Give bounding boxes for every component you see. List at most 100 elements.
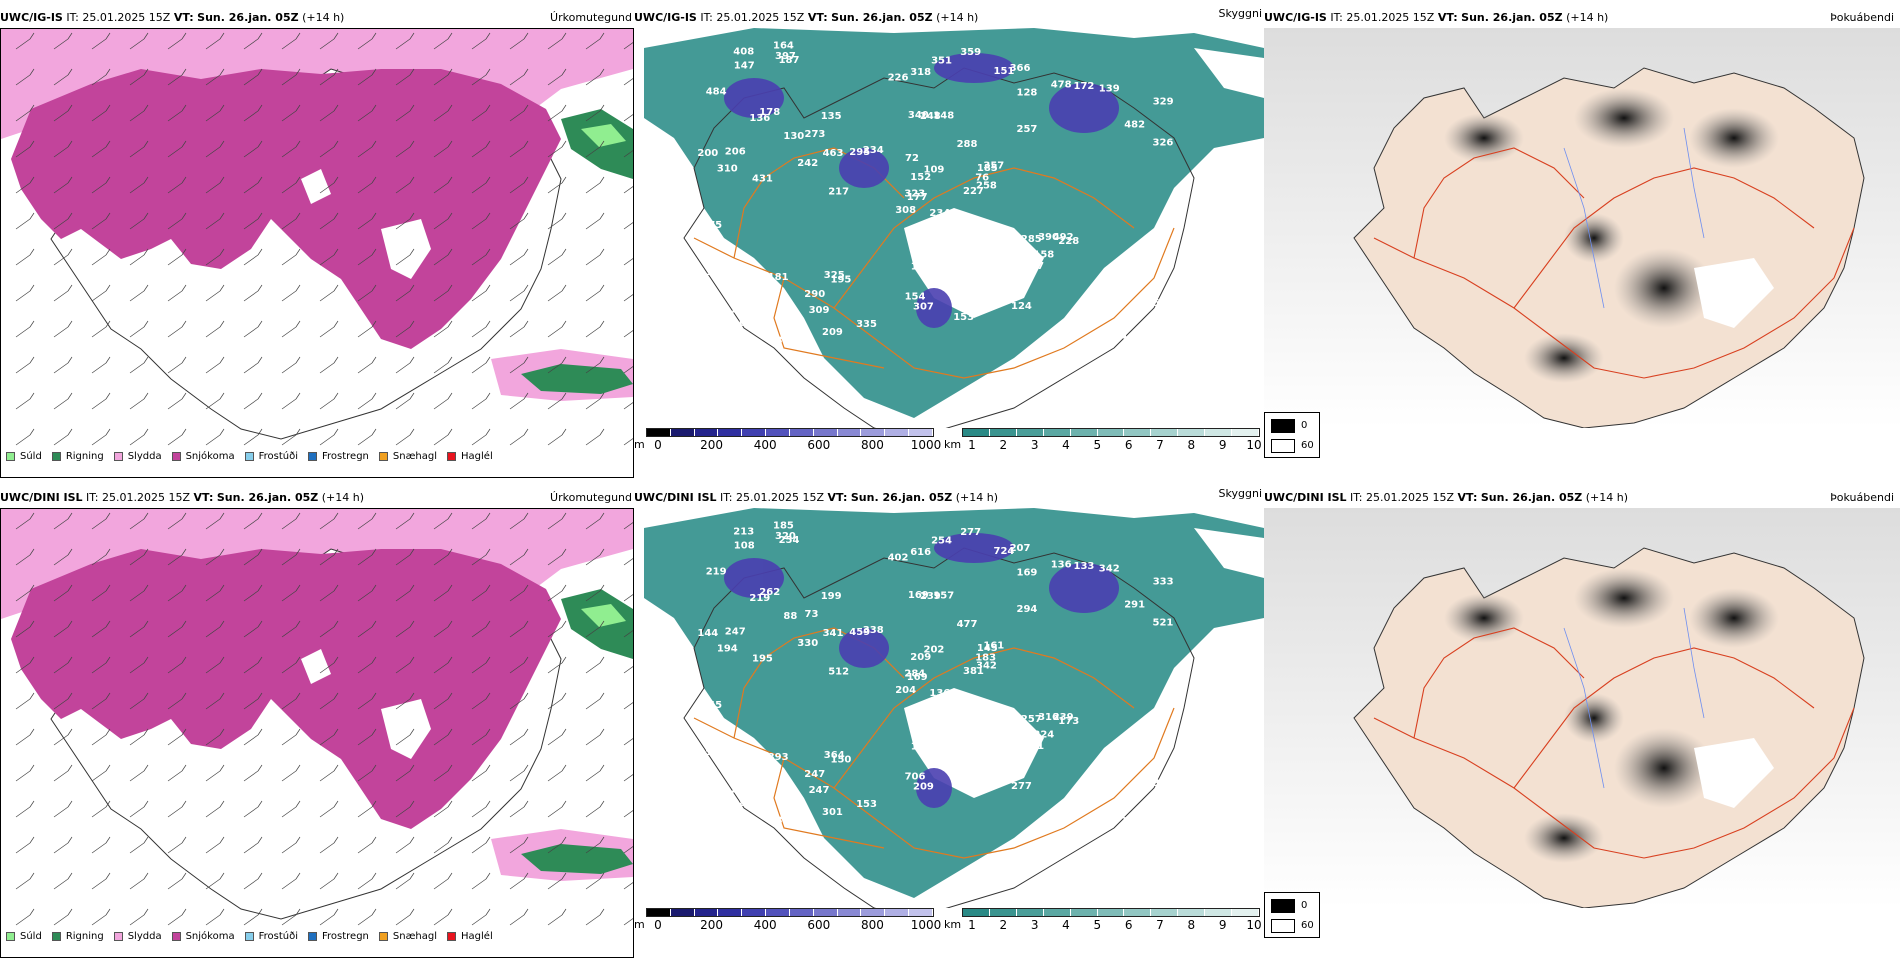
wind-barb	[281, 284, 301, 302]
visibility-value-label: 309	[809, 305, 830, 316]
wind-barb	[585, 548, 605, 566]
wind-barb	[205, 284, 225, 302]
wind-barb	[205, 512, 225, 530]
wind-barb	[357, 692, 377, 710]
visibility-value-label: 139	[1099, 84, 1120, 95]
fog-map[interactable]	[1264, 28, 1900, 428]
wind-barb	[281, 728, 301, 746]
precip-legend: Súld Rigning Slydda Snjókoma Frostúði Frostre…	[6, 928, 503, 944]
wind-barb	[281, 32, 301, 50]
wind-barb	[205, 764, 225, 782]
visibility-value-label: 342	[976, 661, 997, 672]
precip-legend-item: Snæhagl	[378, 931, 437, 942]
wind-barb	[471, 356, 491, 374]
wind-barb	[433, 392, 453, 410]
wind-barb	[129, 428, 149, 446]
wind-barb	[129, 32, 149, 50]
wind-barb	[281, 356, 301, 374]
glacier-clear	[1694, 738, 1774, 808]
visibility-value-label: 281	[732, 798, 753, 809]
precip-panel-title: UWC/DINI ISL IT: 25.01.2025 15Z VT: Sun.…	[0, 490, 364, 506]
visibility-value-label: 364	[824, 750, 845, 761]
visibility-value-label: 228	[1058, 236, 1079, 247]
visibility-tick-label: 5	[1093, 438, 1102, 452]
wind-barb	[281, 392, 301, 410]
vt-value: Sun. 26.jan. 05Z	[850, 491, 953, 504]
elevation-colorbar: m 0 200 400 600 800 1000	[634, 428, 941, 462]
wind-barb	[395, 764, 415, 782]
precip-legend-item: Frostúði	[244, 931, 298, 942]
wind-barb	[319, 284, 339, 302]
wind-barb	[15, 392, 35, 410]
visibility-value-label: 326	[1153, 138, 1174, 149]
fog-panel: UWC/IG-IS IT: 25.01.2025 15Z VT: Sun. 26…	[1264, 10, 1900, 478]
wind-barb	[471, 428, 491, 446]
visibility-value-label: 521	[1153, 618, 1174, 629]
visibility-tick-label: 9	[1218, 918, 1227, 932]
precip-legend-label: Haglél	[461, 930, 493, 942]
wind-barb	[509, 320, 529, 338]
visibility-map[interactable]: 234 136 177 239 185 195 366 148 128 227 187 265 431 3…	[634, 28, 1264, 428]
wind-barb	[585, 104, 605, 122]
wind-barb	[547, 140, 567, 158]
precip-map[interactable]	[0, 508, 634, 958]
wind-barb	[129, 548, 149, 566]
elevation-tick-label: 400	[753, 918, 777, 932]
visibility-value-label: 316	[776, 816, 797, 827]
wind-barb	[547, 356, 567, 374]
precip-legend-label: Snjókoma	[185, 930, 235, 942]
visibility-tick-label: 4	[1062, 918, 1070, 932]
elevation-colorbar-segment	[766, 429, 790, 436]
visibility-value-label: 76	[975, 172, 989, 183]
fog-map[interactable]	[1264, 508, 1900, 908]
visibility-value-label: 133	[1139, 778, 1160, 789]
wind-barb	[243, 356, 263, 374]
wind-barb	[585, 872, 605, 890]
visibility-value-label: 239	[1053, 712, 1074, 723]
precip-map[interactable]	[0, 28, 634, 478]
visibility-value-label: 335	[856, 319, 877, 330]
wind-barb	[91, 908, 111, 926]
wind-barb	[509, 764, 529, 782]
elevation-colorbar-segment	[909, 429, 933, 436]
visibility-value-label: 164	[773, 40, 794, 51]
wind-barb	[319, 176, 339, 194]
visibility-map[interactable]: 136 219 169 216 145 150 207 157 169 381 254 224 195 3…	[634, 508, 1264, 908]
fog-legend-swatch-high	[1271, 919, 1295, 933]
visibility-colorbar-segment	[1097, 429, 1125, 436]
wind-barb	[91, 284, 111, 302]
visibility-value-label: 194	[717, 644, 738, 655]
snow-gap	[301, 169, 331, 204]
wind-barb	[471, 908, 491, 926]
wind-barb	[15, 428, 35, 446]
visibility-value-label: 150	[831, 754, 852, 765]
fog-panel-title: UWC/IG-IS IT: 25.01.2025 15Z VT: Sun. 26…	[1264, 10, 1608, 26]
wind-barb	[129, 656, 149, 674]
visibility-value-label: 198	[1106, 331, 1127, 342]
wind-barb	[281, 584, 301, 602]
precip-legend-label: Rigning	[65, 930, 104, 942]
wind-barb	[205, 212, 225, 230]
wind-barb	[205, 248, 225, 266]
visibility-value-label: 482	[1124, 119, 1145, 130]
wind-barb	[319, 356, 339, 374]
wind-barb	[167, 356, 187, 374]
wind-barb	[53, 320, 73, 338]
elevation-tick-label: 600	[807, 438, 831, 452]
wind-barb	[205, 872, 225, 890]
wind-barb	[281, 764, 301, 782]
precip-panel-corner: Úrkomutegund	[550, 11, 632, 24]
wind-barb	[15, 512, 35, 530]
wind-barb	[471, 284, 491, 302]
precip-legend-swatch	[113, 931, 123, 941]
elevation-tick-label: 0	[654, 918, 662, 932]
wind-barb	[623, 114, 633, 122]
elevation-colorbar-segment	[909, 909, 933, 916]
visibility-value-label: 333	[1153, 577, 1174, 588]
wind-barb	[319, 512, 339, 530]
wind-barb	[243, 872, 263, 890]
precip-legend-item: Súld	[6, 931, 42, 942]
wind-barb	[15, 32, 35, 50]
wind-barb	[471, 212, 491, 230]
fog-legend-label-high: 60	[1301, 920, 1314, 931]
